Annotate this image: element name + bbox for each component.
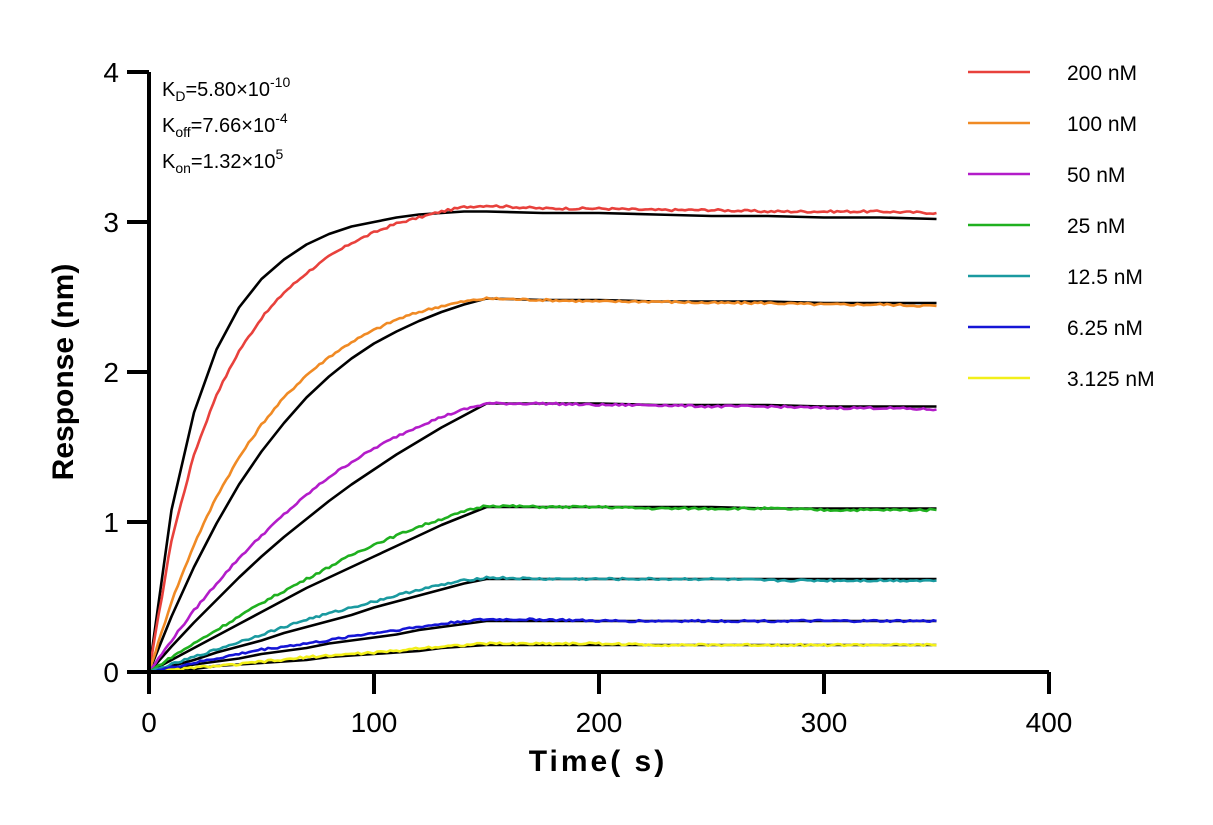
fit-curve-line [147,297,937,673]
kon-annotation: Kon=1.32×105 [162,146,283,176]
legend: 200 nM 100 nM 50 nM 25 nM 12.5 nM 6.25 nM 3.12… [968,62,1155,391]
y-tick-label: 4 [103,57,119,88]
axis-ticks: 0 100 200 300 400 0 1 2 3 4 [103,57,1072,738]
y-tick-label: 2 [103,357,119,388]
legend-label: 200 nM [1067,62,1137,85]
kd-annotation: KD=5.80×10-10 [162,74,290,104]
fit-curve-line [148,577,937,674]
legend-label: 3.125 nM [1067,368,1155,391]
data-series-line [148,617,937,674]
x-axis-title: Time( s) [529,745,667,778]
x-tick-label: 400 [1026,707,1073,738]
x-tick-label: 100 [351,707,398,738]
data-series-line [148,575,937,674]
x-tick-label: 300 [801,707,848,738]
data-series-line [147,296,937,673]
fit-curve-line [148,402,937,673]
y-tick-label: 1 [103,507,119,538]
legend-label: 25 nM [1067,215,1125,238]
legend-label: 50 nM [1067,164,1125,187]
data-series-line [147,204,937,673]
data-curves [147,204,937,674]
legend-label: 12.5 nM [1067,266,1143,289]
legend-label: 100 nM [1067,113,1137,136]
x-tick-label: 0 [141,707,157,738]
plot-area [147,204,937,674]
y-axis-title: Response (nm) [47,264,80,481]
legend-label: 6.25 nM [1067,317,1143,340]
y-tick-label: 3 [103,207,119,238]
koff-annotation: Koff=7.66×10-4 [162,110,288,140]
y-tick-label: 0 [103,657,119,688]
fit-curve-line [148,505,937,674]
x-tick-label: 200 [576,707,623,738]
data-series-line [147,401,937,673]
data-series-line [148,504,937,674]
fit-curves [147,210,937,674]
kinetic-constants: KD=5.80×10-10 Koff=7.66×10-4 Kon=1.32×10… [162,74,290,176]
fit-curve-line [147,210,937,673]
data-series-line [148,641,937,674]
